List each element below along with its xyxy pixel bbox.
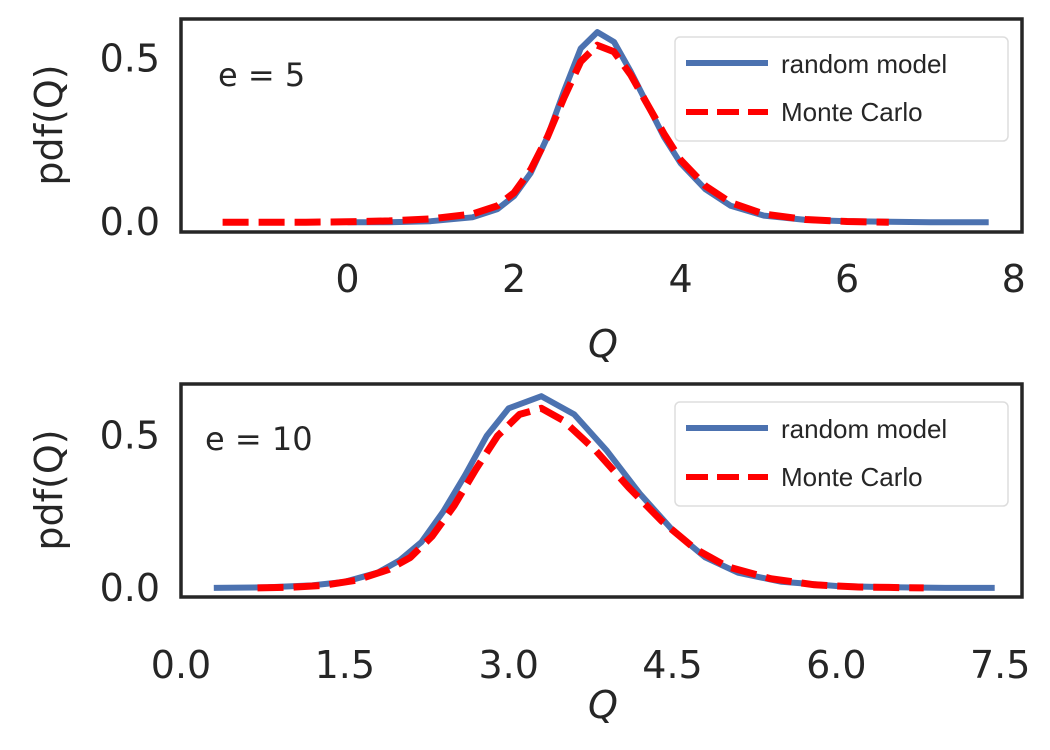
subplot-bottom: e = 10 random model Monte Carlo 0.0 1.5 3.…: [27, 382, 1031, 727]
y-tick-label-top: 0.0: [100, 200, 160, 244]
y-ticks-top: 0.0 0.5: [100, 36, 160, 244]
legend-label-monte-carlo-bottom: Monte Carlo: [781, 462, 923, 492]
series-line-monte-carlo-top: [222, 41, 889, 226]
x-tick-label-bottom: 1.5: [315, 643, 375, 687]
x-ticks-bottom: 0.0 1.5 3.0 4.5 6.0 7.5: [151, 643, 1031, 687]
y-tick-label-bottom: 0.5: [100, 414, 160, 458]
y-axis-label-top: pdf(Q): [27, 64, 71, 185]
x-tick-label-bottom: 6.0: [806, 643, 866, 687]
x-tick-label-top: 0: [335, 257, 359, 301]
legend-label-random-model-bottom: random model: [781, 414, 947, 444]
legend-label-monte-carlo-top: Monte Carlo: [781, 97, 923, 127]
x-ticks-top: 0 2 4 6 8: [335, 257, 1025, 301]
x-axis-label-bottom: Q: [588, 683, 618, 727]
plot-area-top: [222, 29, 989, 226]
x-axis-label-top: Q: [588, 322, 618, 366]
subplot-top: e = 5 random model Monte Carlo 0 2 4 6 8 0.0…: [27, 17, 1026, 366]
x-tick-label-top: 8: [1002, 257, 1026, 301]
x-tick-label-top: 2: [502, 257, 526, 301]
y-axis-label-bottom: pdf(Q): [27, 429, 71, 550]
x-tick-label-bottom: 0.0: [151, 643, 211, 687]
x-tick-label-bottom: 3.0: [478, 643, 538, 687]
legend-top: random model Monte Carlo: [674, 36, 1009, 142]
y-ticks-bottom: 0.0 0.5: [100, 414, 160, 610]
y-tick-label-top: 0.5: [100, 36, 160, 80]
x-tick-label-top: 4: [669, 257, 693, 301]
x-tick-label-top: 6: [835, 257, 859, 301]
x-tick-label-bottom: 4.5: [642, 643, 702, 687]
annotation-top: e = 5: [218, 56, 305, 94]
axes-frame-top: [179, 17, 1024, 234]
series-line-monte-carlo-bottom: [257, 404, 924, 592]
legend-bottom: random model Monte Carlo: [674, 401, 1009, 507]
x-tick-label-bottom: 7.5: [970, 643, 1030, 687]
plot-area-bottom: [213, 393, 995, 592]
axes-frame-bottom: [179, 382, 1024, 599]
annotation-bottom: e = 10: [205, 420, 313, 458]
y-tick-label-bottom: 0.0: [100, 566, 160, 610]
legend-label-random-model-top: random model: [781, 49, 947, 79]
